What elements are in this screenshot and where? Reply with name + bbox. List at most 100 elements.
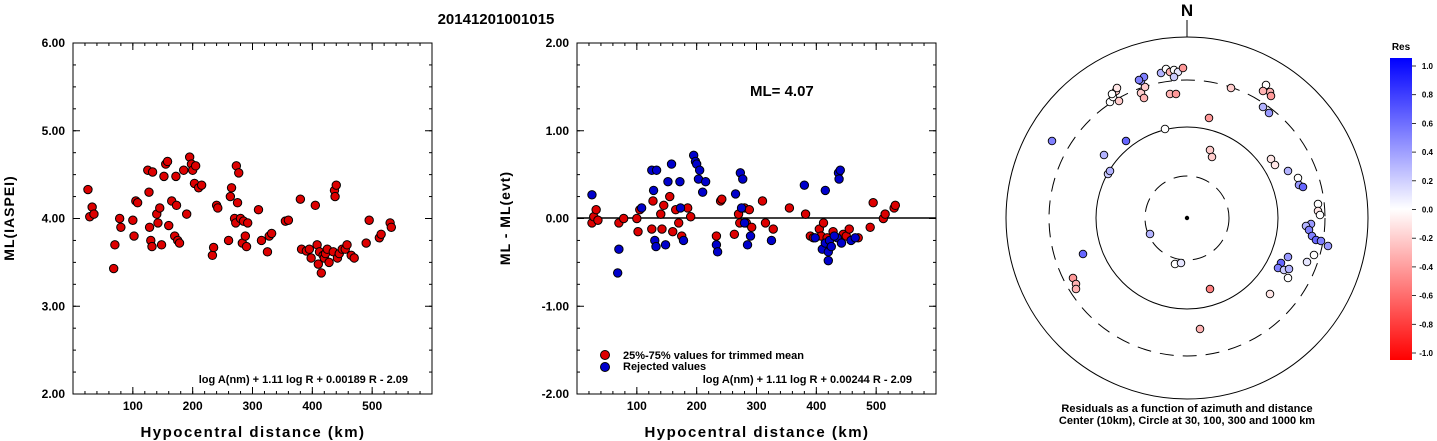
data-point-series-1 xyxy=(213,203,223,213)
legend-red-label: 25%-75% values for trimmed mean xyxy=(623,350,804,362)
station-point xyxy=(1105,166,1115,176)
data-point-series-1 xyxy=(226,183,237,193)
data-point-series-1 xyxy=(223,235,234,246)
station-point xyxy=(1265,289,1275,299)
data-point-series-2 xyxy=(738,174,748,184)
data-point-series-1 xyxy=(330,191,340,202)
data-point-series-1 xyxy=(110,240,120,250)
data-point-series-1 xyxy=(648,196,658,206)
station-point xyxy=(1207,152,1217,162)
station-point xyxy=(1171,89,1181,99)
colorbar-title: Res xyxy=(1392,42,1411,53)
data-point-series-1 xyxy=(818,218,829,228)
data-point-series-1 xyxy=(674,218,684,228)
station-point xyxy=(1315,210,1325,220)
station-point xyxy=(1169,72,1179,82)
station-point xyxy=(1178,63,1188,73)
station-point xyxy=(1204,113,1214,123)
panel-2-legend: 25%-75% values for trimmed mean Rejected… xyxy=(600,350,804,373)
station-point xyxy=(1205,284,1215,294)
data-point-series-1 xyxy=(266,228,277,239)
station-point xyxy=(1283,166,1293,176)
data-point-series-1 xyxy=(657,224,667,234)
y-tick-label: 4.00 xyxy=(42,212,66,226)
data-point-series-2 xyxy=(675,176,685,187)
data-point-series-1 xyxy=(156,240,167,250)
data-point-series-1 xyxy=(331,180,341,190)
data-point-series-1 xyxy=(659,200,669,211)
station-point xyxy=(1047,136,1057,146)
data-point-series-1 xyxy=(747,222,757,232)
data-point-series-1 xyxy=(295,194,306,204)
data-point-series-1 xyxy=(241,241,252,252)
data-point-series-1 xyxy=(196,180,207,190)
data-point-series-1 xyxy=(108,263,119,274)
station-point xyxy=(1323,241,1333,251)
x-tick-label: 100 xyxy=(627,399,647,413)
data-point-series-2 xyxy=(700,176,711,187)
data-point-series-1 xyxy=(324,257,334,268)
data-point-series-2 xyxy=(636,203,647,213)
y-tick-label: 0.00 xyxy=(546,212,570,226)
data-point-series-1 xyxy=(253,205,264,215)
data-point-series-1 xyxy=(349,253,359,263)
data-point-series-2 xyxy=(651,165,662,175)
station-point xyxy=(1140,82,1150,92)
panel-2-points xyxy=(587,150,901,278)
data-point-series-1 xyxy=(144,222,155,232)
y-tick-label: -1.00 xyxy=(542,299,570,313)
station-point xyxy=(1264,108,1274,118)
panel-3-azimuth-plot: N Residuals as a function of azimuth and… xyxy=(1005,1,1369,427)
data-point-series-2 xyxy=(850,233,860,243)
panel-1-points xyxy=(83,152,397,278)
station-point xyxy=(1283,273,1293,283)
data-point-series-1 xyxy=(316,268,327,278)
station-point xyxy=(1139,93,1149,103)
data-point-series-2 xyxy=(712,247,723,257)
panel-1-magnitude-vs-distance: 2.00 3.00 4.00 5.00 6.00 100 200 300 400 500 ML(I… xyxy=(1,36,433,441)
station-point xyxy=(1071,284,1081,294)
colorbar-tick-label: 1.0 xyxy=(1422,62,1434,71)
colorbar-tick-label: -0.2 xyxy=(1419,234,1433,243)
x-tick-label: 500 xyxy=(866,399,886,413)
data-point-series-1 xyxy=(647,224,657,234)
station-point xyxy=(1298,182,1308,192)
station-point xyxy=(1258,102,1268,112)
data-point-series-2 xyxy=(614,244,624,254)
colorbar-tick-label: 0.2 xyxy=(1422,177,1434,186)
data-point-series-1 xyxy=(132,198,143,208)
data-point-series-1 xyxy=(844,224,854,234)
data-point-series-1 xyxy=(181,209,192,219)
y-tick-label: 1.00 xyxy=(546,124,570,138)
data-point-series-2 xyxy=(694,165,705,175)
panel-2-residual-vs-distance: -2.00 -1.00 0.00 1.00 2.00 100 200 300 400 500 ML… xyxy=(497,36,937,441)
legend-red-marker xyxy=(600,350,610,360)
data-point-series-1 xyxy=(240,231,251,241)
station-point xyxy=(1134,75,1144,85)
data-point-series-2 xyxy=(612,268,623,278)
y-tick-label: 2.00 xyxy=(42,387,66,401)
data-point-series-1 xyxy=(361,238,371,248)
data-point-series-1 xyxy=(159,171,169,182)
circle-1000km xyxy=(1005,36,1369,400)
data-point-series-2 xyxy=(799,180,810,190)
data-point-series-1 xyxy=(784,203,795,213)
y-tick-label: 6.00 xyxy=(42,36,66,50)
data-point-series-1 xyxy=(116,222,126,232)
data-point-series-1 xyxy=(153,218,163,228)
azimuth-caption-2: Center (10km), Circle at 30, 100, 300 an… xyxy=(1059,415,1315,427)
y-tick-label: 3.00 xyxy=(42,299,66,313)
x-tick-label: 300 xyxy=(242,399,262,413)
data-point-series-2 xyxy=(835,165,845,175)
panel-2-ml-value: ML= 4.07 xyxy=(750,83,814,100)
data-point-series-1 xyxy=(147,241,157,252)
data-point-series-1 xyxy=(865,222,875,232)
data-point-series-2 xyxy=(651,241,661,252)
colorbar-gradient xyxy=(1390,58,1412,360)
x-tick-label: 400 xyxy=(806,399,826,413)
data-point-series-1 xyxy=(685,212,696,222)
data-point-series-1 xyxy=(232,198,243,208)
data-point-series-1 xyxy=(304,244,315,254)
x-tick-label: 400 xyxy=(302,399,322,413)
panel-2-x-axis-label: Hypocentral distance (km) xyxy=(644,424,869,441)
